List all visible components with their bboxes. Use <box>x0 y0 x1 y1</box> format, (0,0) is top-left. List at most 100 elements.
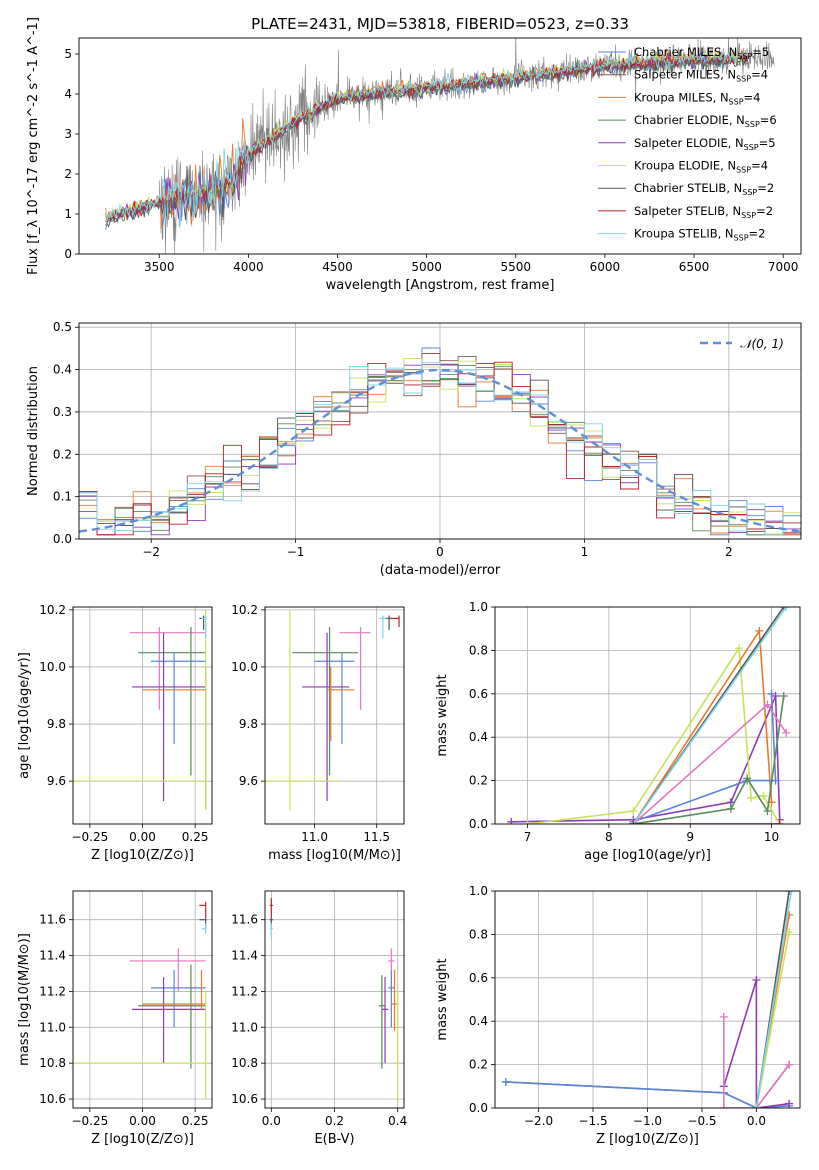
x-axis-label: Z [log10(Z/Z⊙)] <box>596 1132 699 1147</box>
y-tick-label: 9.6 <box>239 774 258 788</box>
x-axis-label: mass [log10(M/M⊙)] <box>268 848 401 863</box>
y-tick-label: 10.6 <box>231 1092 258 1106</box>
plot-area <box>79 347 801 536</box>
x-tick-label: 0.0 <box>747 1114 766 1128</box>
histogram-kroupa-stelib <box>79 362 801 536</box>
axes-frame <box>264 890 405 1109</box>
legend-entry: Chabrier STELIB, NSSP=2 <box>634 181 774 197</box>
weight-marker <box>771 776 780 785</box>
weight-marker <box>747 793 756 802</box>
plot-area <box>73 609 207 810</box>
x-tick-label: 0 <box>436 545 444 559</box>
plot-area <box>265 609 400 810</box>
weight-marker <box>726 804 735 813</box>
y-tick-label: 5 <box>64 47 72 61</box>
y-tick-label: 11.0 <box>39 1020 66 1034</box>
x-tick-label: −0.5 <box>687 1114 716 1128</box>
y-tick-label: 0.6 <box>469 971 488 985</box>
series-chabrier-stelib <box>105 54 748 228</box>
y-tick-label: 4 <box>64 87 72 101</box>
y-tick-label: 9.6 <box>47 774 66 788</box>
weight-marker <box>785 928 794 937</box>
weight-marker <box>785 910 794 919</box>
weight-marker <box>629 820 638 824</box>
y-tick-label: 11.2 <box>39 984 66 998</box>
y-tick-label: 9.8 <box>47 717 66 731</box>
series-chabrier-elodie <box>105 51 748 224</box>
weight-marker <box>735 644 743 653</box>
x-tick-label: −0.25 <box>71 830 108 844</box>
legend-entry: Kroupa MILES, NSSP=4 <box>634 90 760 106</box>
weight-marker <box>785 1060 794 1069</box>
legend: Chabrier MILES, NSSP=5 Salpeter MILES, NS… <box>598 45 777 243</box>
x-tick-label: 1 <box>581 545 589 559</box>
x-tick-label: 5500 <box>500 260 531 274</box>
y-tick-label: 11.6 <box>39 913 66 927</box>
plot-area <box>105 38 775 254</box>
weight-marker <box>763 700 772 709</box>
weight-marker <box>719 1104 728 1108</box>
x-tick-label: 4000 <box>233 260 264 274</box>
weight-marker <box>752 975 761 984</box>
x-tick-label: 0.0 <box>262 1114 281 1128</box>
y-tick-label: 0.8 <box>469 927 488 941</box>
x-axis-label: E(B-V) <box>314 1132 354 1147</box>
x-tick-label: 8 <box>605 830 613 844</box>
x-tick-label: −2 <box>142 545 160 559</box>
panel-residuals: −2 −1 0 1 2 0.0 0.1 0.2 0.3 0.4 0.5 (data-model)/er… <box>26 320 802 578</box>
histogram-chabrier-stelib <box>79 363 801 532</box>
weight-line <box>755 891 793 1108</box>
x-tick-label: 3500 <box>144 260 175 274</box>
y-tick-label: 10.0 <box>231 660 258 674</box>
panel-spectrum: 3500 4000 4500 5000 5500 6000 6500 7000 0 1 2 3 4 5 wa… <box>26 17 802 293</box>
panel-weight_vs_age: 7 8 9 10 0.0 0.2 0.4 0.6 0.8 1.0 age [log10(age/yr… <box>435 600 801 863</box>
x-tick-label: 7 <box>524 830 532 844</box>
y-tick-label: 0.6 <box>469 687 488 701</box>
weight-line <box>632 607 787 824</box>
x-tick-label: 2 <box>725 545 733 559</box>
weight-line <box>723 1016 790 1108</box>
axes-frame <box>72 890 213 1109</box>
y-tick-label: 1.0 <box>469 600 488 614</box>
x-tick-label: −2.0 <box>524 1114 553 1128</box>
y-axis-label: mass [log10(M/M⊙)] <box>17 933 32 1066</box>
y-tick-label: 10.2 <box>39 603 66 617</box>
y-tick-label: 10.8 <box>39 1056 66 1070</box>
y-tick-label: 0.1 <box>53 490 72 504</box>
x-tick-label: 6500 <box>679 260 710 274</box>
panel-age_vs_Z: −0.25 0.00 0.25 9.6 9.8 10.0 10.2 Z [log10(Z/Z⊙… <box>17 603 213 863</box>
axes-frame <box>72 606 213 825</box>
x-tick-label: 0.4 <box>388 1114 407 1128</box>
y-tick-label: 11.4 <box>39 949 66 963</box>
weight-marker <box>779 691 788 700</box>
y-tick-label: 10.6 <box>39 1092 66 1106</box>
x-tick-label: −1.5 <box>578 1114 607 1128</box>
legend-entry: Kroupa STELIB, NSSP=2 <box>634 227 765 243</box>
series-kroupa-stelib <box>105 50 748 229</box>
x-tick-label: 0.00 <box>129 1114 156 1128</box>
y-tick-label: 11.4 <box>231 949 258 963</box>
y-tick-label: 1 <box>64 207 72 221</box>
x-tick-label: 11.0 <box>301 830 328 844</box>
weight-marker <box>752 1104 761 1108</box>
axes-frame <box>78 37 802 255</box>
y-tick-label: 10.8 <box>231 1056 258 1070</box>
histogram-salpeter-stelib <box>79 361 801 536</box>
weight-marker <box>785 1099 794 1108</box>
y-tick-label: 0.0 <box>53 532 72 546</box>
weight-marker <box>501 1077 510 1086</box>
plot-area <box>507 607 791 824</box>
legend-entry: Salpeter ELODIE, NSSP=5 <box>634 136 776 152</box>
y-tick-label: 10.0 <box>39 660 66 674</box>
x-tick-label: −1 <box>287 545 305 559</box>
x-axis-label: Z [log10(Z/Z⊙)] <box>91 848 194 863</box>
legend-entry: Chabrier MILES, NSSP=5 <box>634 45 769 61</box>
weight-line <box>723 979 790 1108</box>
x-axis-label: wavelength [Angstrom, rest frame] <box>326 278 555 293</box>
weight-marker <box>763 806 772 815</box>
weight-marker <box>782 607 791 611</box>
x-tick-label: 0.2 <box>325 1114 344 1128</box>
x-axis-label: (data-model)/error <box>380 563 501 578</box>
y-tick-label: 0.4 <box>53 363 72 377</box>
